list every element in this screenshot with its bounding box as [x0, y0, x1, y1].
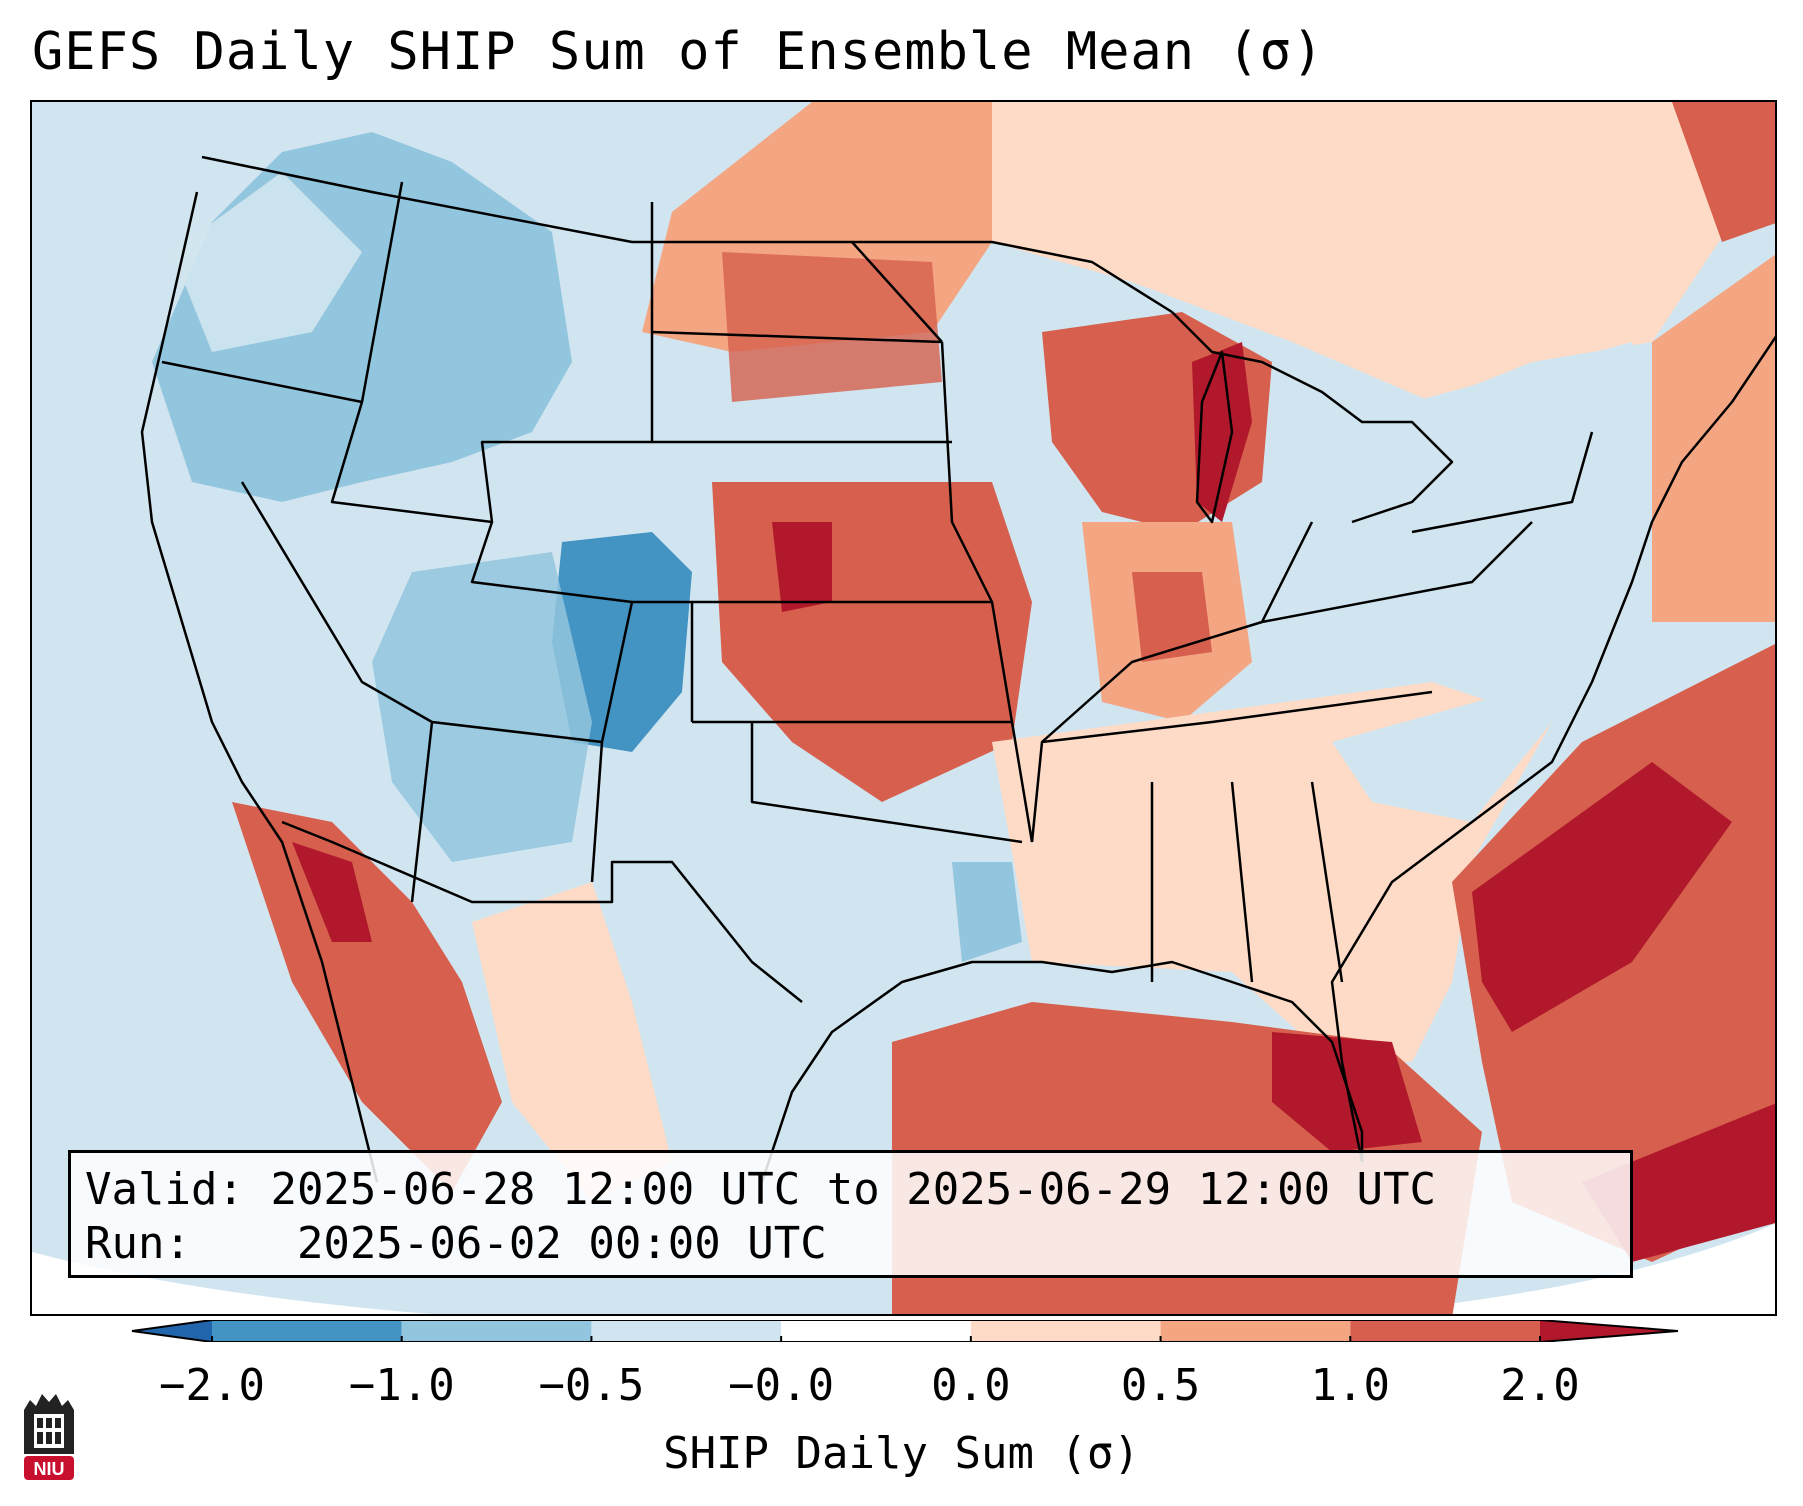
region-northeast: [1402, 342, 1672, 622]
run-value: 2025-06-02 00:00 UTC: [296, 1218, 827, 1269]
colorbar: [131, 1320, 1679, 1342]
tick-label: 0.5: [1120, 1360, 1201, 1411]
region-baja-core: [292, 842, 372, 942]
region-east-texas: [952, 862, 1022, 962]
region-nw-light: [172, 172, 362, 352]
colorbar-extend-high: [1540, 1320, 1678, 1342]
us-mexico-border: [281, 820, 803, 1003]
logo-text: NIU: [34, 1459, 65, 1479]
colorbar-segment: [591, 1320, 782, 1342]
colorbar-outline: [131, 1320, 1679, 1342]
valid-value: 2025-06-28 12:00 UTC to 2025-06-29 12:00…: [270, 1164, 1437, 1215]
region-four-corners: [372, 552, 592, 862]
tick-label: −0.0: [728, 1360, 835, 1411]
colorbar-segment: [1350, 1320, 1540, 1342]
region-mid-atlantic-blue: [1332, 692, 1552, 822]
region-sw-california: [232, 802, 502, 1192]
map-title: GEFS Daily SHIP Sum of Ensemble Mean (σ): [32, 22, 1325, 82]
colorbar-ticks: −2.0 −1.0 −0.5 −0.0 0.0 0.5 1.0 2.0: [0, 1360, 1803, 1420]
tick-label: 2.0: [1500, 1360, 1580, 1411]
map-frame: Valid: 2025-06-28 12:00 UTC to 2025-06-2…: [30, 100, 1777, 1316]
region-ne-corner: [1672, 102, 1775, 242]
boundaries: [140, 155, 1775, 1183]
tick-label: −2.0: [159, 1360, 265, 1411]
region-nebraska-core: [772, 522, 832, 612]
colorbar-label: SHIP Daily Sum (σ): [663, 1428, 1140, 1479]
valid-label: Valid:: [85, 1164, 244, 1215]
tick-label: 1.0: [1310, 1360, 1391, 1411]
tick-label: −0.5: [538, 1360, 645, 1411]
tick-label: 0.0: [931, 1360, 1011, 1411]
colorbar-segment: [401, 1320, 592, 1342]
great-lakes: [1171, 311, 1454, 524]
region-eastern-canada: [992, 102, 1732, 402]
colorbar-extend-low: [132, 1320, 212, 1342]
region-mexico-peach: [472, 882, 672, 1202]
run-label: Run:: [85, 1218, 191, 1269]
state-lines-east: [1030, 431, 1594, 983]
colorbar-segment: [212, 1320, 402, 1342]
colorbar-segment: [1160, 1320, 1351, 1342]
shaded-map: [32, 102, 1775, 1314]
west-coast: [140, 191, 379, 1183]
validity-info-box: Valid: 2025-06-28 12:00 UTC to 2025-06-2…: [68, 1150, 1633, 1278]
niu-logo-icon: NIU: [24, 1394, 74, 1480]
region-new-england-coast: [1652, 254, 1775, 622]
colorbar-segment: [970, 1320, 1161, 1342]
region-dakotas: [722, 252, 942, 402]
colorbar-segment: [781, 1320, 971, 1342]
gulf-coast: [760, 960, 1364, 1183]
region-texas: [572, 802, 1022, 1182]
tick-label: −1.0: [348, 1360, 455, 1411]
atlantic-coast: [1330, 335, 1775, 1163]
region-colorado-rockies: [552, 532, 692, 752]
state-lines-central: [651, 241, 1034, 844]
region-atlantic-core: [1472, 762, 1732, 1032]
region-illinois-core: [1132, 572, 1212, 662]
